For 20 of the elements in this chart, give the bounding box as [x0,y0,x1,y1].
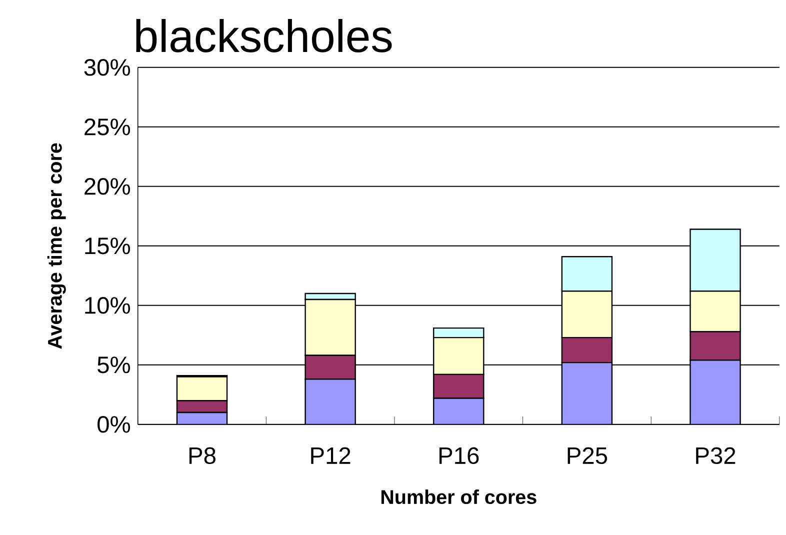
x-tick-label: P25 [568,447,608,464]
bar [304,378,356,424]
bar [690,359,741,424]
y-tick-label: 0% [98,416,130,433]
y-tick-label: 20% [84,178,130,195]
x-tick-label: P16 [439,447,479,464]
y-tick-label: 5% [98,356,130,374]
x-axis-title: Number of cores [381,489,536,504]
x-tick-label: P12 [311,447,350,464]
y-axis-title: Average time per core [47,142,66,349]
x-tick-label: P32 [696,447,736,464]
y-tick-label: 15% [85,237,130,254]
y-tick-label: 10% [85,296,130,314]
x-tick-label: P8 [189,447,216,464]
bar [176,412,228,424]
bar [561,362,613,424]
y-tick-label: 25% [84,118,130,136]
chart-title: blackscholes [136,18,392,52]
bar [433,397,484,424]
y-tick-label: 30% [84,58,130,76]
